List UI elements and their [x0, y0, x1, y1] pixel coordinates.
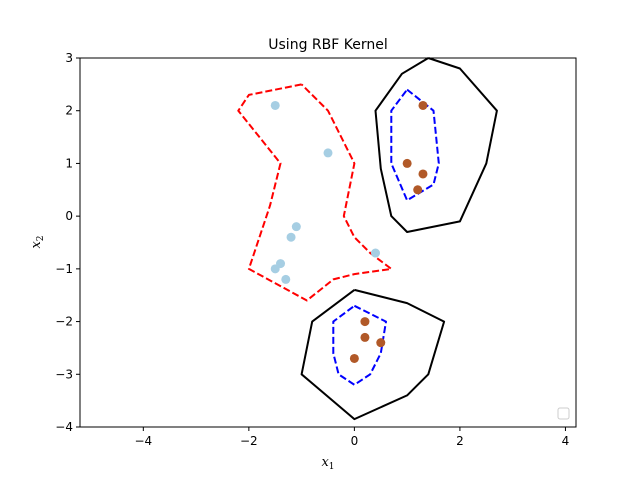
y-tick-label-5: 1	[65, 156, 73, 170]
y-tick-label-0: −4	[55, 420, 73, 434]
y-tick-label-2: −2	[55, 315, 73, 329]
point-s1-7	[349, 353, 359, 363]
point-s0-4	[370, 248, 380, 258]
x-tick-label-0: −4	[134, 434, 152, 448]
contour-3	[374, 57, 498, 233]
x-tick-label-1: −2	[240, 434, 258, 448]
point-s0-6	[270, 264, 280, 274]
point-s1-1	[402, 158, 412, 168]
y-tick-label-6: 2	[65, 104, 73, 118]
plot-frame	[79, 57, 577, 428]
point-s0-3	[286, 232, 296, 242]
point-s0-0	[270, 100, 280, 110]
x-axis-label-subscript: 1	[329, 462, 335, 472]
decision-contours	[237, 57, 498, 421]
contour-2	[332, 304, 387, 386]
point-s1-2	[418, 169, 428, 179]
contour-4	[300, 288, 446, 421]
point-s1-6	[376, 338, 386, 348]
x-axis-ticks: −4 −2 0 2 4	[134, 427, 569, 448]
y-tick-label-7: 3	[65, 51, 73, 65]
legend-box	[557, 407, 570, 420]
y-axis-label-subscript: 2	[36, 235, 46, 241]
y-axis-ticks: −4 −3 −2 −1 0 1 2 3	[55, 51, 80, 434]
y-axis-label-main: x	[29, 241, 44, 249]
y-tick-label-4: 0	[65, 209, 73, 223]
x-axis-label-main: x	[321, 455, 329, 470]
contour-1	[390, 88, 440, 202]
contour-0	[237, 83, 393, 302]
y-axis-label: x2	[29, 235, 46, 248]
y-tick-label-3: −1	[55, 262, 73, 276]
y-tick-label-1: −3	[55, 367, 73, 381]
point-s1-4	[360, 317, 370, 327]
x-tick-label-2: 0	[351, 434, 359, 448]
point-s1-5	[360, 332, 370, 342]
data-points	[270, 100, 428, 363]
chart-title: Using RBF Kernel	[268, 37, 387, 53]
point-s0-7	[281, 274, 291, 284]
x-tick-label-4: 4	[562, 434, 570, 448]
point-s0-2	[291, 222, 301, 232]
point-s0-1	[323, 148, 333, 158]
x-axis-label: x1	[321, 455, 334, 472]
point-s1-3	[413, 185, 423, 195]
point-s1-0	[418, 100, 428, 110]
x-tick-label-3: 2	[456, 434, 464, 448]
